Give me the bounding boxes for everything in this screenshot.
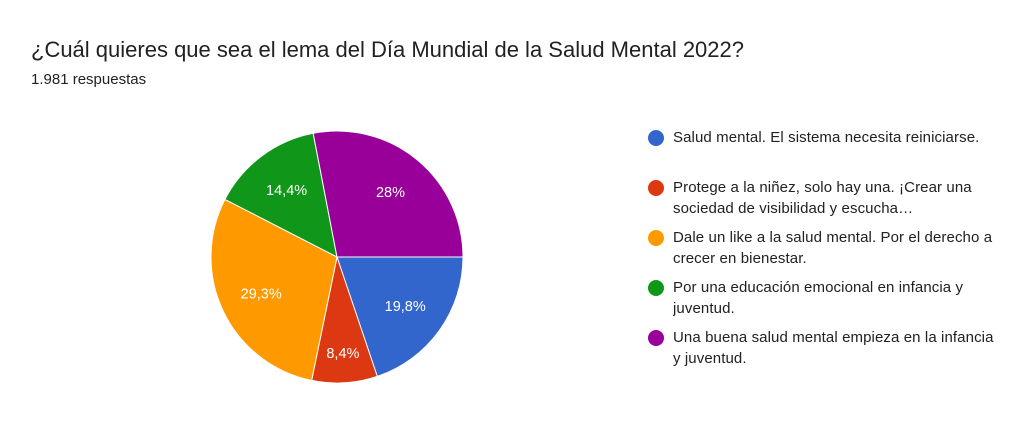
response-count: 1.981 respuestas	[31, 71, 147, 88]
legend-item[interactable]: Por una educación emocional en infancia …	[648, 277, 998, 327]
legend-label: Protege a la niñez, solo hay una. ¡Crear…	[673, 179, 972, 217]
legend-item[interactable]: Una buena salud mental empieza en la inf…	[648, 327, 998, 377]
legend-label: Salud mental. El sistema necesita reinic…	[673, 129, 980, 146]
pie-slice-2[interactable]	[210, 198, 338, 382]
pie-slice-3[interactable]	[224, 132, 338, 258]
pie-slice-0[interactable]	[336, 256, 464, 378]
pie-slice-label-1: 8,4%	[326, 346, 359, 362]
question-title: ¿Cuál quieres que sea el lema del Día Mu…	[31, 37, 744, 62]
chart-legend: Salud mental. El sistema necesita reinic…	[648, 127, 998, 377]
legend-swatch-icon	[648, 230, 664, 246]
legend-label: Una buena salud mental empieza en la inf…	[673, 329, 994, 367]
pie-slice-label-3: 14,4%	[266, 183, 307, 199]
legend-label: Dale un like a la salud mental. Por el d…	[673, 229, 993, 267]
legend-label: Por una educación emocional en infancia …	[673, 279, 964, 317]
legend-swatch-icon	[648, 130, 664, 146]
pie-chart: 19,8% 8,4% 29,3% 14,4% 28%	[210, 130, 464, 384]
legend-swatch-icon	[648, 330, 664, 346]
legend-swatch-icon	[648, 180, 664, 196]
pie-slice-label-4: 28%	[376, 185, 405, 201]
pie-slice-label-2: 29,3%	[241, 286, 282, 302]
pie-chart-svg: 19,8% 8,4% 29,3% 14,4% 28%	[210, 130, 464, 384]
pie-slice-4[interactable]	[312, 130, 464, 258]
pie-slice-label-0: 19,8%	[385, 299, 426, 315]
legend-item[interactable]: Salud mental. El sistema necesita reinic…	[648, 127, 998, 177]
legend-item[interactable]: Protege a la niñez, solo hay una. ¡Crear…	[648, 177, 998, 227]
legend-item[interactable]: Dale un like a la salud mental. Por el d…	[648, 227, 998, 277]
legend-swatch-icon	[648, 280, 664, 296]
